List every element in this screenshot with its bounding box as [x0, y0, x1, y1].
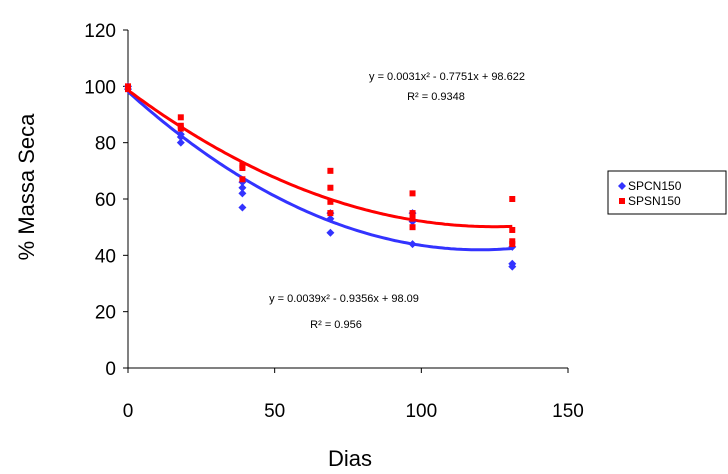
legend-label-spcn150: SPCN150	[628, 179, 682, 193]
spcn150-r2: R² = 0.956	[310, 319, 362, 331]
point-spsn150	[239, 165, 246, 172]
legend-marker-spcn150	[618, 182, 626, 190]
point-spsn150	[327, 184, 334, 191]
x-tick-label: 100	[405, 401, 437, 422]
point-spsn150	[327, 198, 334, 205]
x-tick-label: 150	[552, 401, 584, 422]
trendlines	[126, 89, 513, 252]
trendline-spcn150	[126, 90, 513, 252]
legend-marker-spsn150	[619, 198, 625, 204]
point-spsn150	[177, 114, 184, 121]
y-axis-title: % Massa Seca	[14, 113, 39, 260]
legend-box	[607, 170, 727, 215]
point-spsn150	[125, 86, 131, 93]
point-spsn150	[239, 176, 246, 183]
y-tick-label: 40	[95, 246, 116, 267]
point-spsn150	[409, 224, 416, 231]
point-spcn150	[408, 240, 417, 249]
y-tick-label: 100	[84, 77, 116, 98]
y-tick-label: 20	[95, 303, 116, 324]
x-tick-label: 0	[123, 401, 134, 422]
y-axis-ticks: 0 20 40 60 80 100 120	[84, 21, 128, 380]
point-spcn150	[238, 203, 247, 212]
y-tick-label: 0	[105, 359, 116, 380]
x-tick-label: 50	[264, 401, 285, 422]
point-spcn150	[176, 130, 185, 139]
trendline-spsn150	[127, 89, 513, 229]
point-spcn150	[326, 214, 335, 223]
point-spcn150	[238, 189, 247, 198]
point-spsn150	[509, 241, 516, 248]
point-spsn150	[509, 226, 516, 233]
data-points	[124, 82, 517, 271]
point-spcn150	[326, 228, 335, 237]
legend: SPCN150 SPSN150	[607, 170, 727, 215]
point-spsn150	[327, 167, 334, 174]
legend-label-spsn150: SPSN150	[628, 194, 681, 208]
point-spsn150	[409, 210, 416, 217]
point-spcn150	[508, 262, 517, 271]
point-spcn150	[238, 183, 247, 192]
point-spsn150	[409, 215, 416, 222]
point-spsn150	[409, 190, 416, 197]
point-spsn150	[509, 196, 516, 202]
y-tick-label: 120	[84, 21, 116, 42]
point-spsn150	[177, 125, 184, 132]
spcn150-equation: y = 0.0039x² - 0.9356x + 98.09	[269, 293, 419, 305]
x-axis-title: Dias	[328, 446, 372, 471]
y-tick-label: 80	[95, 134, 116, 155]
point-spsn150	[327, 210, 334, 217]
spsn150-equation: y = 0.0031x² - 0.7751x + 98.622	[369, 71, 525, 83]
spsn150-r2: R² = 0.9348	[407, 91, 465, 103]
y-tick-label: 60	[95, 190, 116, 211]
x-axis-ticks: 0 50 100 150	[123, 368, 584, 422]
point-spcn150	[176, 138, 185, 147]
